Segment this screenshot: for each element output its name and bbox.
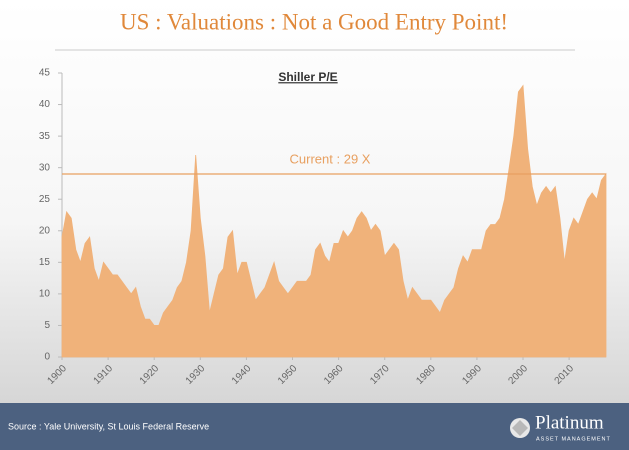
y-tick-label: 0 — [44, 352, 50, 363]
source-note: Source : Yale University, St Louis Feder… — [8, 421, 209, 431]
slide-title: US : Valuations : Not a Good Entry Point… — [120, 9, 508, 34]
logo-tagline: ASSET MANAGEMENT — [536, 436, 611, 442]
y-tick-label: 25 — [39, 194, 51, 205]
y-tick-label: 40 — [39, 99, 51, 110]
logo-text: Platinum — [535, 412, 604, 433]
y-tick-label: 30 — [39, 162, 51, 173]
y-tick-label: 10 — [39, 289, 51, 300]
chart-subtitle: Shiller P/E — [278, 70, 337, 84]
y-tick-label: 35 — [39, 131, 51, 142]
y-tick-label: 45 — [39, 68, 51, 79]
y-tick-label: 5 — [44, 320, 50, 331]
y-tick-label: 20 — [39, 225, 51, 236]
logo-facet — [512, 420, 528, 436]
current-level-label: Current : 29 X — [290, 151, 371, 166]
area — [61, 84, 607, 358]
y-tick-label: 15 — [39, 257, 51, 268]
